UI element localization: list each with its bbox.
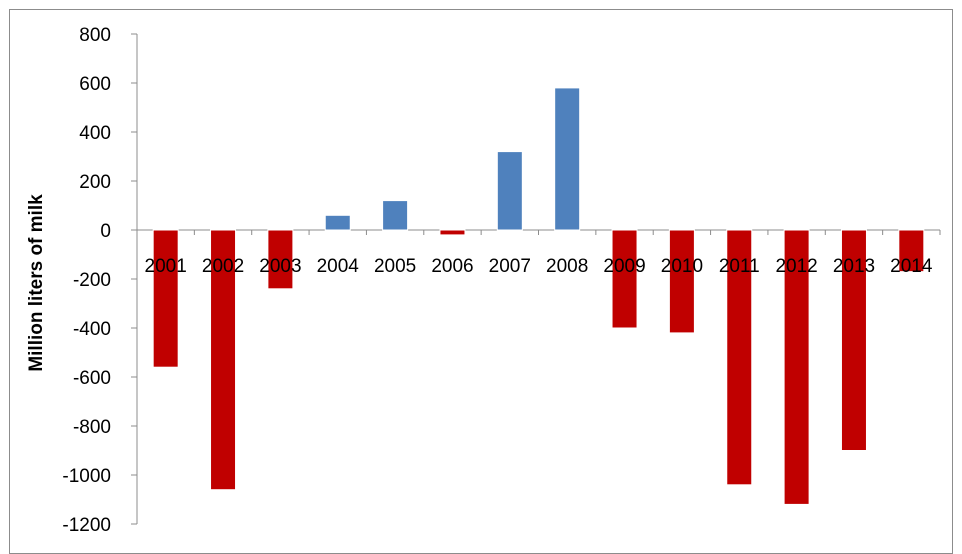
x-tick-label-2007: 2007 (489, 256, 531, 277)
y-axis-label: Million liters of milk (26, 194, 47, 372)
bar-2013 (840, 229, 867, 451)
x-tick-label-2004: 2004 (317, 256, 360, 277)
x-tick-label-2014: 2014 (890, 256, 933, 277)
bar-2001 (152, 229, 179, 368)
y-tick-label: 0 (100, 221, 111, 242)
bar-2002 (210, 229, 237, 491)
y-tick-label: -400 (73, 319, 111, 340)
bar-2006 (439, 229, 466, 236)
y-tick-label: 400 (79, 123, 111, 144)
bar-2008 (554, 87, 581, 231)
x-tick-label-2008: 2008 (546, 256, 588, 277)
y-tick-label: 800 (79, 25, 111, 46)
axis-layer: 800 600 400 200 0 -200 -400 -600 -800 -1000 -1200 (62, 25, 941, 536)
x-tick-labels: 2001 2002 2003 2004 2005 2006 2007 2008 2009 2010… (145, 256, 933, 277)
bar-2003 (267, 229, 294, 290)
bar-2010 (668, 229, 695, 334)
bar-2011 (726, 229, 753, 486)
x-tick-label-2001: 2001 (145, 256, 187, 277)
bar-2005 (382, 200, 409, 231)
bar-2007 (496, 151, 523, 231)
y-tick-label: -1200 (62, 515, 111, 536)
bar-2009 (611, 229, 638, 329)
x-tick-label-2009: 2009 (603, 256, 645, 277)
x-tick-label-2002: 2002 (202, 256, 244, 277)
bar-2012 (783, 229, 810, 505)
x-tick-label-2013: 2013 (833, 256, 875, 277)
x-tick-label-2010: 2010 (661, 256, 703, 277)
y-tick-label: 600 (79, 74, 111, 95)
y-tick-label: 200 (79, 172, 111, 193)
y-tick-label: -600 (73, 368, 111, 389)
y-tick-label: -800 (73, 417, 111, 438)
x-tick-label-2006: 2006 (431, 256, 473, 277)
bar-2014 (898, 229, 925, 273)
bars-layer (152, 87, 925, 505)
x-tick-label-2011: 2011 (719, 256, 760, 277)
x-tick-label-2005: 2005 (374, 256, 416, 277)
x-tick-label-2012: 2012 (775, 256, 817, 277)
bar-2004 (324, 214, 351, 231)
y-tick-label: -1000 (62, 466, 111, 487)
y-tick-label: -200 (73, 270, 111, 291)
x-tick-label-2003: 2003 (259, 256, 301, 277)
